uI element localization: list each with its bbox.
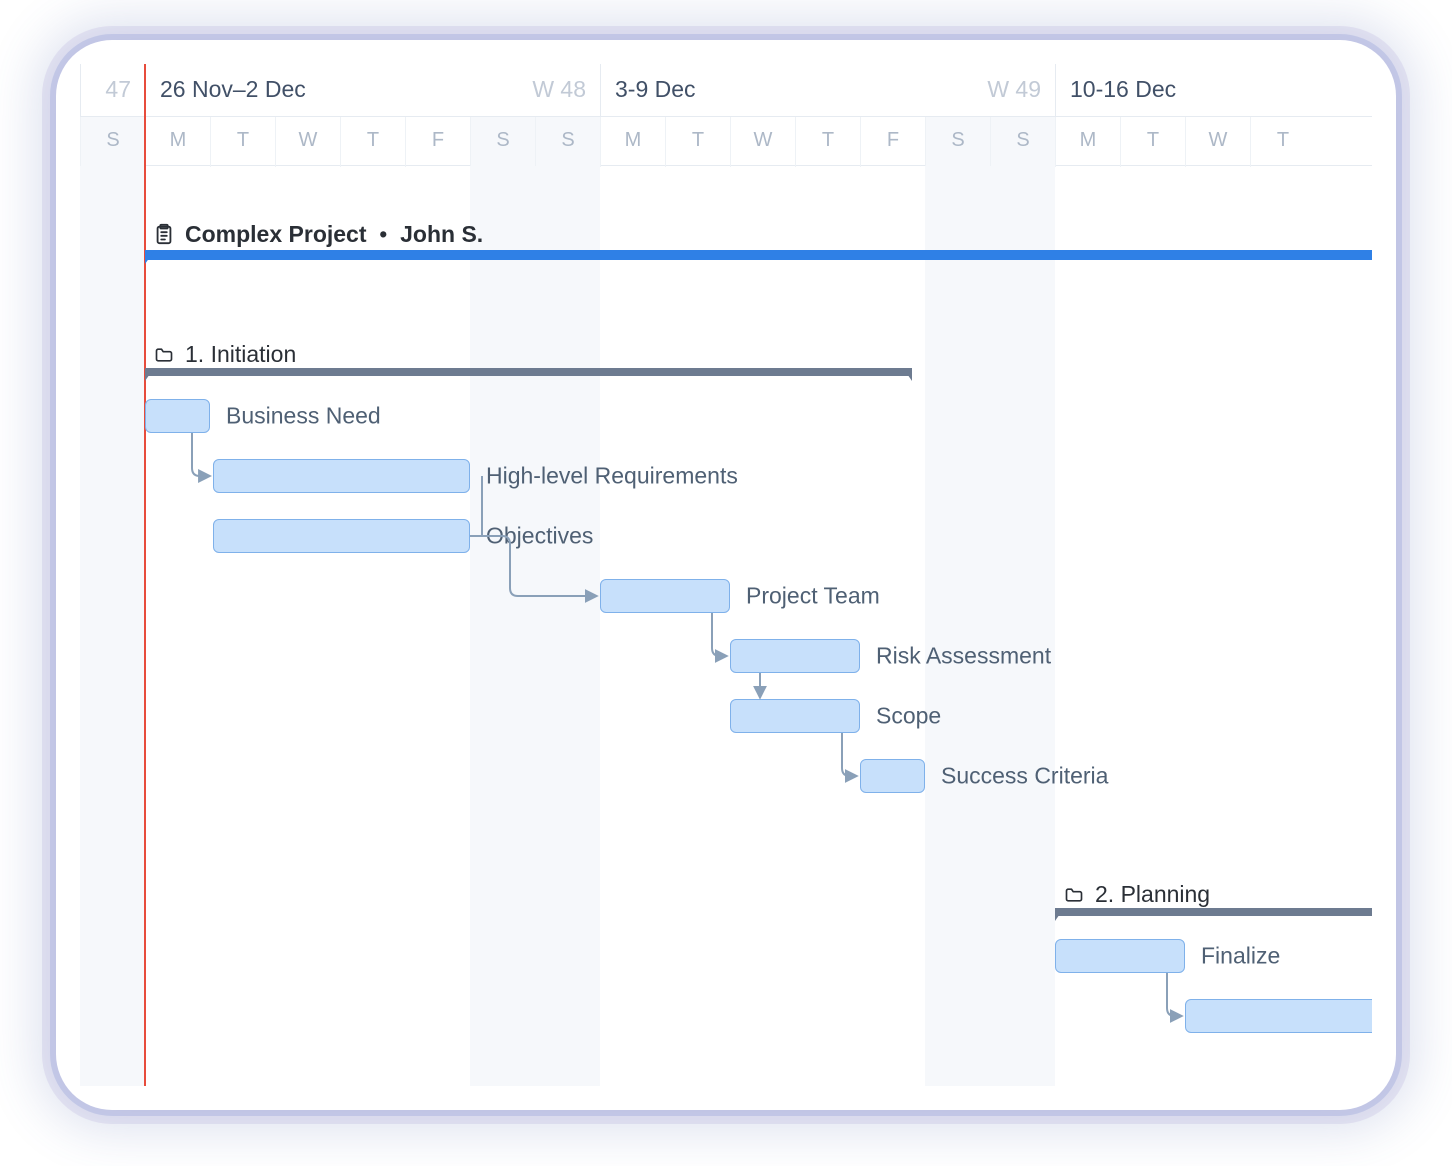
task-row[interactable]: Business Need — [80, 386, 1372, 446]
phase-name: 2. Planning — [1095, 881, 1210, 907]
day-cell[interactable]: T — [665, 117, 730, 167]
day-cell[interactable]: S — [470, 117, 535, 167]
day-letter: T — [341, 129, 405, 152]
task-label: High-level Requirements — [486, 463, 738, 490]
app-frame: 47 26 Nov–2 Dec W 48 3-9 Dec W 49 10-16 Dec S… — [56, 40, 1396, 1110]
phase-row[interactable]: 2. Planning — [80, 866, 1372, 926]
day-cell[interactable]: S — [925, 117, 990, 167]
task-label: Objectives — [486, 523, 593, 550]
day-letter: M — [146, 129, 210, 152]
week-cell[interactable]: 10-16 Dec — [1055, 64, 1372, 116]
clipboard-icon — [153, 223, 175, 251]
day-letter: M — [1056, 129, 1120, 152]
day-cell[interactable]: M — [600, 117, 665, 167]
day-cell[interactable]: T — [210, 117, 275, 167]
gantt-viewport: 47 26 Nov–2 Dec W 48 3-9 Dec W 49 10-16 Dec S… — [80, 64, 1372, 1086]
week-cell[interactable]: 26 Nov–2 Dec W 48 — [145, 64, 600, 116]
week-number-label: 47 — [105, 76, 131, 103]
task-row[interactable]: High-level Requirements — [80, 446, 1372, 506]
day-cell[interactable]: S — [990, 117, 1055, 167]
task-label: Business Need — [226, 403, 381, 430]
gantt-chart[interactable]: Complex Project • John S. 1. Initiation 2.… — [80, 166, 1372, 1086]
day-cell[interactable]: W — [730, 117, 795, 167]
day-letter: S — [536, 129, 600, 152]
day-letter: M — [601, 129, 665, 152]
day-letter: W — [276, 129, 340, 152]
phase-title: 2. Planning — [1063, 881, 1210, 911]
timeline-days-row: SMTWTFSSMTWTFSSMTWT — [80, 116, 1372, 166]
week-range-label: 26 Nov–2 Dec — [160, 76, 306, 103]
week-number-label: W 49 — [987, 76, 1041, 103]
phase-name: 1. Initiation — [185, 341, 296, 367]
day-cell[interactable]: T — [340, 117, 405, 167]
folder-icon — [1063, 884, 1085, 911]
task-row[interactable]: Project Team — [80, 566, 1372, 626]
phase-bar[interactable] — [145, 368, 912, 376]
timeline-header: 47 26 Nov–2 Dec W 48 3-9 Dec W 49 10-16 Dec S… — [80, 64, 1372, 166]
day-letter: S — [991, 129, 1055, 152]
timeline-weeks-row: 47 26 Nov–2 Dec W 48 3-9 Dec W 49 10-16 Dec — [80, 64, 1372, 116]
day-letter: T — [1121, 129, 1185, 152]
project-owner: John S. — [400, 221, 483, 247]
day-cell[interactable]: W — [1185, 117, 1250, 167]
week-cell[interactable]: 47 — [80, 64, 145, 116]
day-cell[interactable]: M — [145, 117, 210, 167]
task-row[interactable]: Risk Assessment — [80, 626, 1372, 686]
day-cell[interactable]: M — [1055, 117, 1120, 167]
task-label: Finalize — [1201, 943, 1280, 970]
week-cell[interactable]: 3-9 Dec W 49 — [600, 64, 1055, 116]
task-row[interactable]: Scope — [80, 686, 1372, 746]
day-cell[interactable]: S — [80, 117, 145, 167]
week-number-label: W 48 — [532, 76, 586, 103]
project-bar[interactable] — [145, 250, 1372, 260]
phase-title: 1. Initiation — [153, 341, 296, 371]
week-range-label: 10-16 Dec — [1070, 76, 1176, 103]
task-bar[interactable] — [1185, 999, 1372, 1033]
day-letter: S — [471, 129, 535, 152]
day-letter: W — [731, 129, 795, 152]
day-cell[interactable]: S — [535, 117, 600, 167]
day-letter: T — [666, 129, 730, 152]
day-cell[interactable]: F — [860, 117, 925, 167]
phase-row[interactable]: 1. Initiation — [80, 326, 1372, 386]
project-title: Complex Project • John S. — [153, 221, 483, 251]
task-label: Project Team — [746, 583, 880, 610]
day-cell[interactable]: T — [1250, 117, 1315, 167]
day-letter: S — [81, 129, 145, 152]
day-letter: F — [861, 129, 925, 152]
task-row[interactable]: Success Criteria — [80, 746, 1372, 806]
day-cell[interactable]: W — [275, 117, 340, 167]
day-cell[interactable]: F — [405, 117, 470, 167]
day-letter: T — [796, 129, 860, 152]
day-letter: S — [926, 129, 990, 152]
project-name: Complex Project — [185, 221, 367, 247]
day-letter: F — [406, 129, 470, 152]
week-range-label: 3-9 Dec — [615, 76, 696, 103]
folder-icon — [153, 344, 175, 371]
task-label: Risk Assessment — [876, 643, 1051, 670]
day-letter: T — [1251, 129, 1315, 152]
day-cell[interactable]: T — [795, 117, 860, 167]
task-row[interactable]: Finalize — [80, 926, 1372, 986]
phase-bar[interactable] — [1055, 908, 1372, 916]
task-row[interactable]: Objectives — [80, 506, 1372, 566]
task-label: Scope — [876, 703, 941, 730]
day-letter: W — [1186, 129, 1250, 152]
day-letter: T — [211, 129, 275, 152]
day-cell[interactable]: T — [1120, 117, 1185, 167]
task-label: Success Criteria — [941, 763, 1108, 790]
